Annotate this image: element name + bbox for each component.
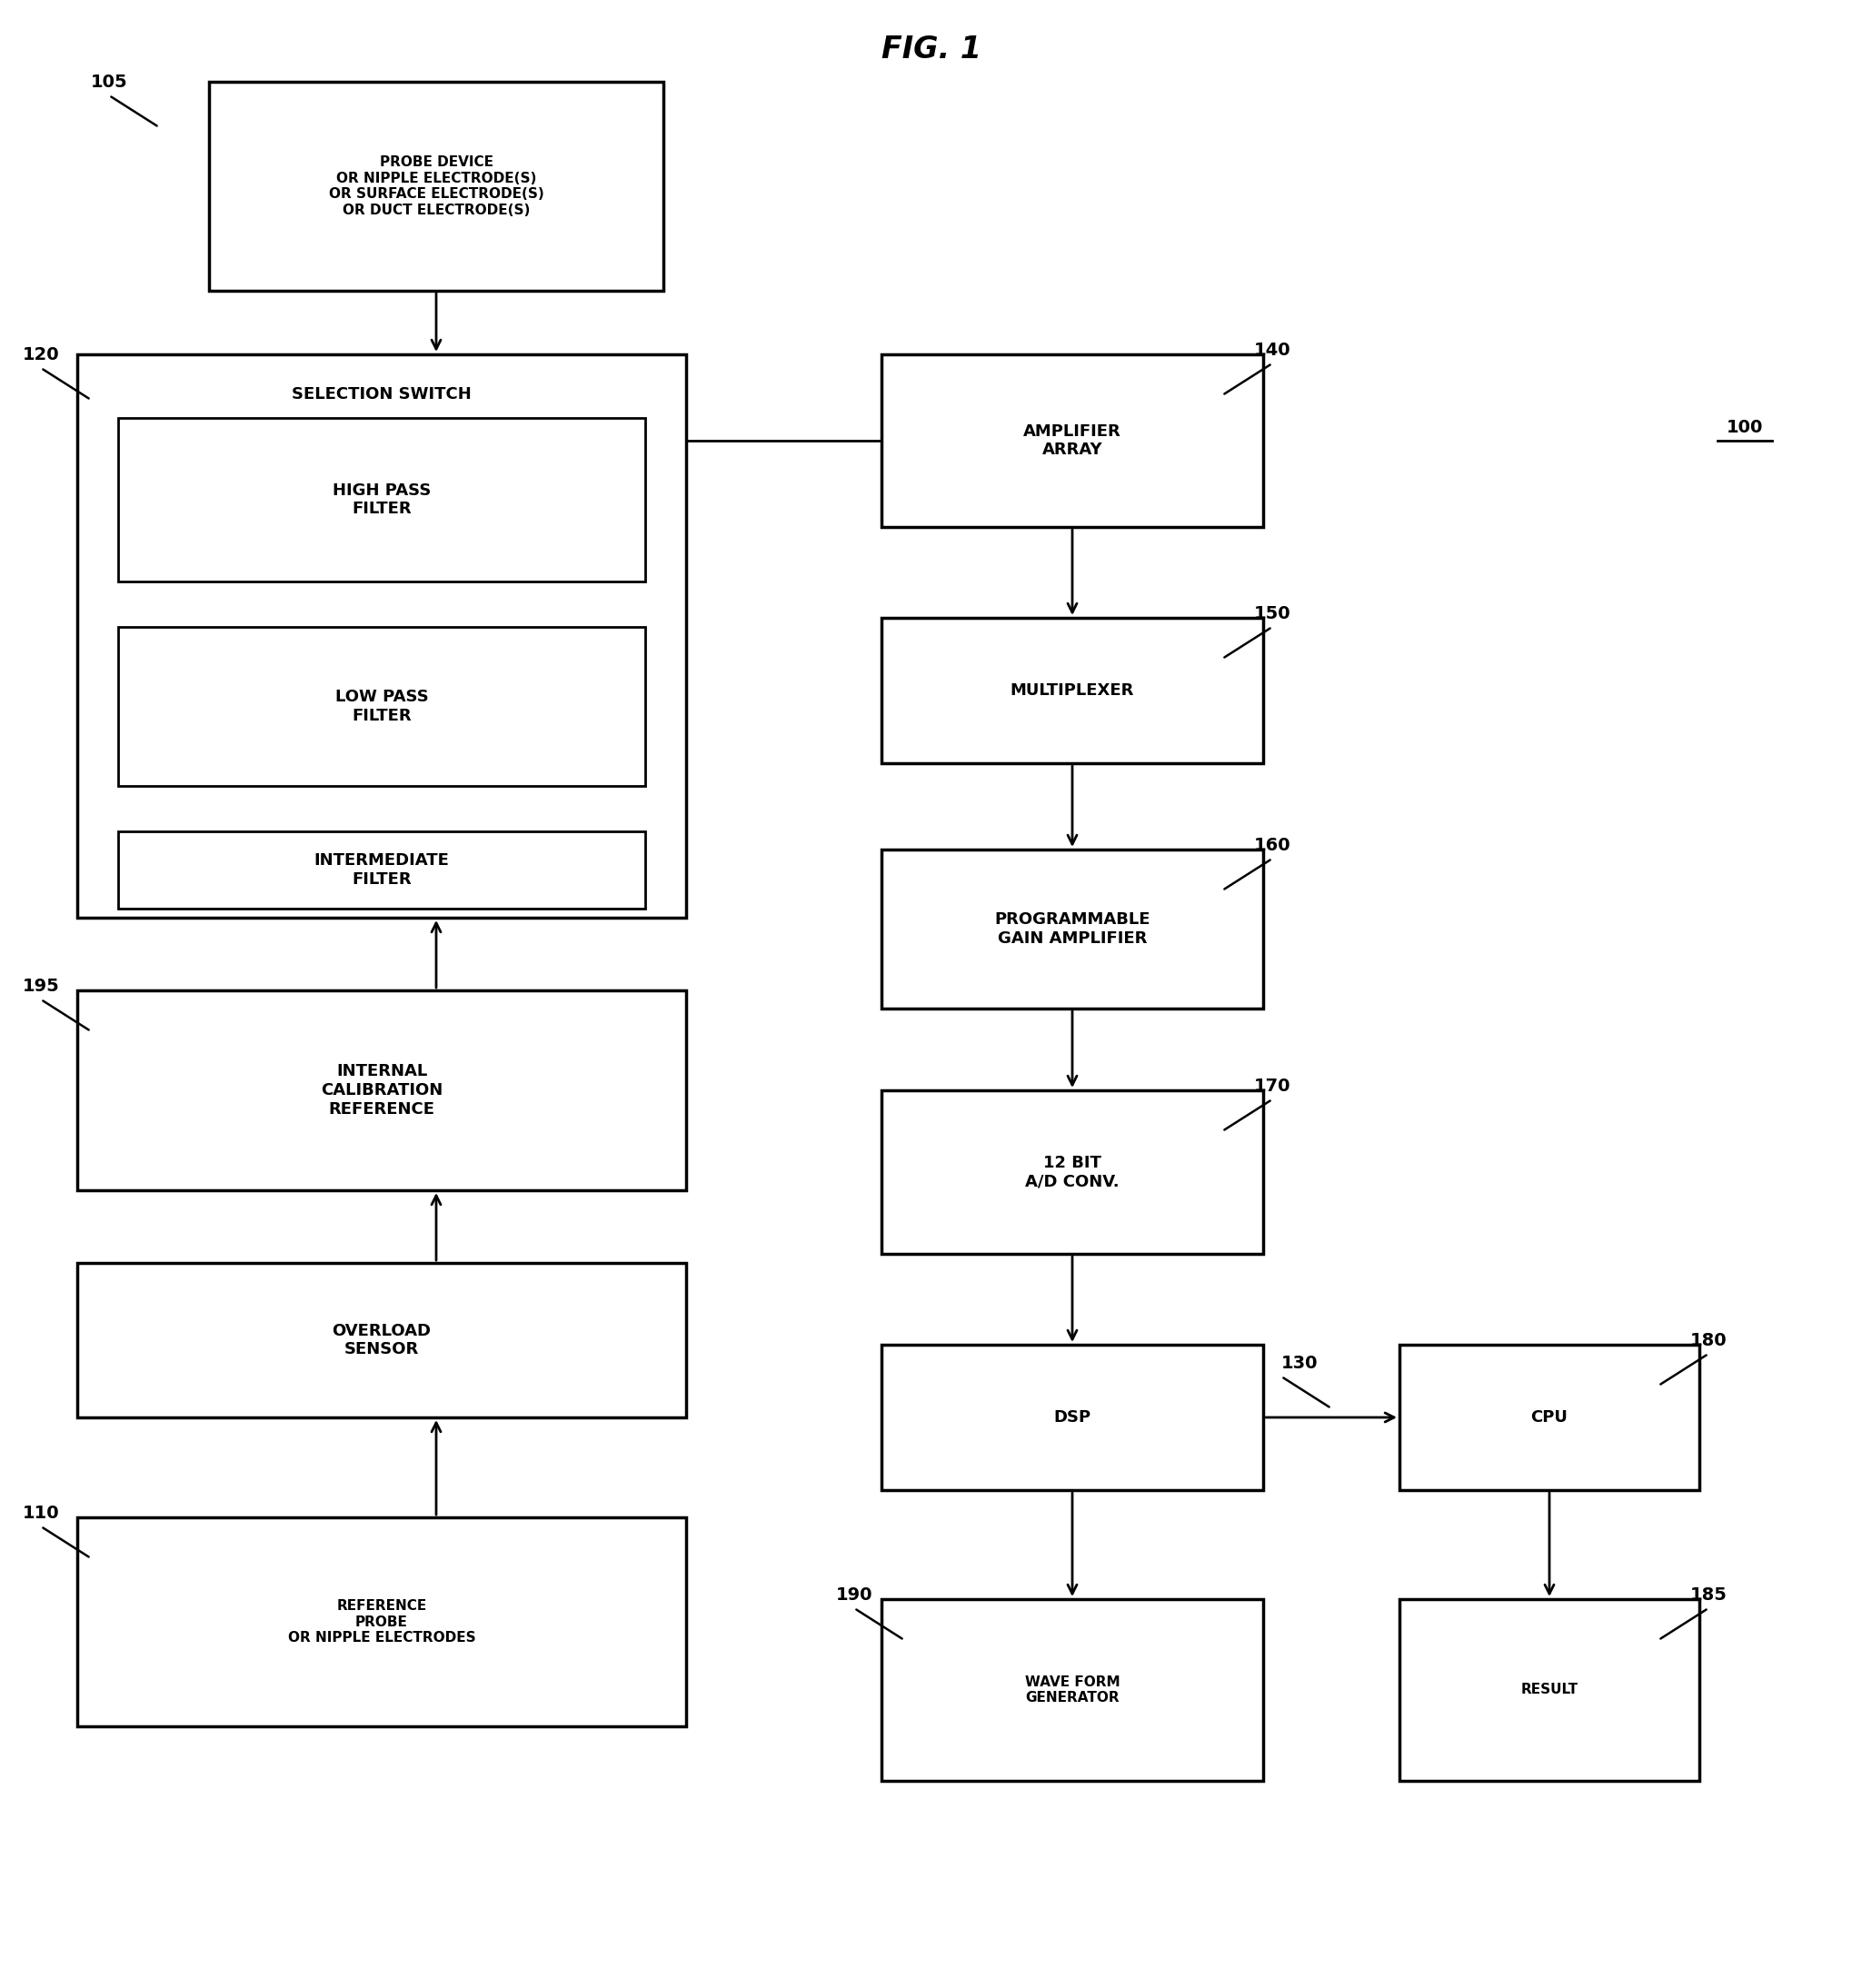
Text: RESULT: RESULT	[1521, 1684, 1579, 1698]
Text: 190: 190	[836, 1586, 873, 1604]
Text: 185: 185	[1691, 1586, 1726, 1604]
Bar	[209, 82, 663, 290]
Text: WAVE FORM
GENERATOR: WAVE FORM GENERATOR	[1024, 1676, 1119, 1704]
Text: MULTIPLEXER: MULTIPLEXER	[1011, 682, 1134, 698]
Text: 120: 120	[22, 346, 60, 364]
Bar	[1400, 1598, 1700, 1781]
Text: AMPLIFIER
ARRAY: AMPLIFIER ARRAY	[1024, 423, 1121, 459]
Bar	[1400, 1344, 1700, 1491]
Text: LOW PASS
FILTER: LOW PASS FILTER	[335, 688, 428, 724]
Text: 130: 130	[1281, 1354, 1318, 1372]
Text: FIG. 1: FIG. 1	[881, 36, 981, 66]
Bar	[881, 618, 1262, 763]
Text: 110: 110	[22, 1505, 60, 1523]
Bar	[76, 990, 685, 1191]
Bar	[117, 831, 646, 909]
Text: PROGRAMMABLE
GAIN AMPLIFIER: PROGRAMMABLE GAIN AMPLIFIER	[994, 911, 1151, 946]
Text: 100: 100	[1726, 417, 1763, 435]
Text: PROBE DEVICE
OR NIPPLE ELECTRODE(S)
OR SURFACE ELECTRODE(S)
OR DUCT ELECTRODE(S): PROBE DEVICE OR NIPPLE ELECTRODE(S) OR S…	[328, 155, 544, 217]
Text: 180: 180	[1691, 1332, 1726, 1350]
Bar	[76, 1262, 685, 1417]
Text: 150: 150	[1253, 604, 1290, 622]
Text: 195: 195	[22, 978, 60, 994]
Text: INTERNAL
CALIBRATION
REFERENCE: INTERNAL CALIBRATION REFERENCE	[320, 1064, 443, 1117]
Text: 170: 170	[1253, 1077, 1290, 1095]
Text: 105: 105	[91, 74, 127, 91]
Bar	[76, 354, 685, 918]
Text: INTERMEDIATE
FILTER: INTERMEDIATE FILTER	[315, 853, 449, 887]
Bar	[881, 354, 1262, 527]
Text: DSP: DSP	[1054, 1409, 1091, 1425]
Bar	[881, 1344, 1262, 1491]
Bar	[76, 1517, 685, 1726]
Text: 160: 160	[1253, 837, 1290, 855]
Text: CPU: CPU	[1531, 1409, 1568, 1425]
Bar	[117, 417, 646, 582]
Text: 140: 140	[1253, 342, 1290, 360]
Bar	[881, 1598, 1262, 1781]
Text: 12 BIT
A/D CONV.: 12 BIT A/D CONV.	[1026, 1155, 1119, 1189]
Text: SELECTION SWITCH: SELECTION SWITCH	[292, 386, 471, 402]
Bar	[881, 1089, 1262, 1254]
Bar	[117, 626, 646, 785]
Text: OVERLOAD
SENSOR: OVERLOAD SENSOR	[331, 1322, 432, 1358]
Text: REFERENCE
PROBE
OR NIPPLE ELECTRODES: REFERENCE PROBE OR NIPPLE ELECTRODES	[289, 1598, 475, 1644]
Text: HIGH PASS
FILTER: HIGH PASS FILTER	[333, 483, 430, 517]
Bar	[881, 849, 1262, 1008]
